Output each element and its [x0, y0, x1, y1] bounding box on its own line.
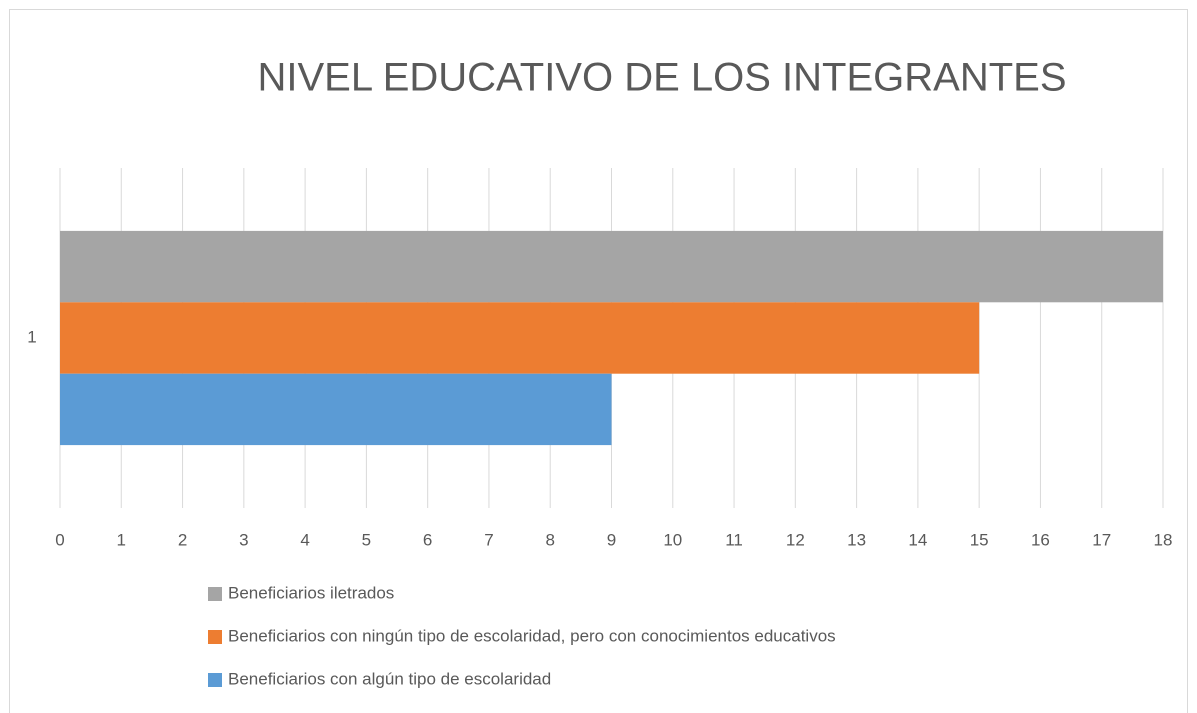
x-tick-label: 0 [55, 530, 64, 549]
chart-title: NIVEL EDUCATIVO DE LOS INTEGRANTES [257, 56, 1066, 100]
x-tick-label: 12 [786, 530, 805, 549]
x-tick-label: 13 [847, 530, 866, 549]
x-tick-label: 11 [725, 530, 743, 549]
bar [60, 230, 1163, 303]
x-tick-label: 9 [607, 530, 616, 549]
x-tick-label: 5 [362, 530, 371, 549]
legend-label: Beneficiarios con algún tipo de escolari… [228, 669, 551, 688]
x-tick-label: 18 [1154, 530, 1173, 549]
x-tick-label: 6 [423, 530, 432, 549]
legend-label: Beneficiarios con ningún tipo de escolar… [228, 626, 836, 645]
bar [60, 302, 980, 374]
bar [60, 373, 612, 446]
x-tick-label: 4 [300, 530, 309, 549]
legend-swatch [208, 673, 222, 687]
legend-swatch [208, 587, 222, 601]
legend-swatch [208, 630, 222, 644]
x-tick-label: 16 [1031, 530, 1050, 549]
x-tick-label: 3 [239, 530, 248, 549]
x-tick-label: 14 [908, 530, 927, 549]
x-tick-label: 15 [970, 530, 989, 549]
y-tick-label: 1 [27, 327, 36, 346]
x-tick-label: 17 [1092, 530, 1111, 549]
x-tick-label: 1 [117, 530, 126, 549]
x-tick-label: 10 [663, 530, 682, 549]
legend-label: Beneficiarios iletrados [228, 583, 394, 602]
x-tick-label: 8 [545, 530, 554, 549]
x-tick-label: 7 [484, 530, 493, 549]
x-tick-label: 2 [178, 530, 187, 549]
